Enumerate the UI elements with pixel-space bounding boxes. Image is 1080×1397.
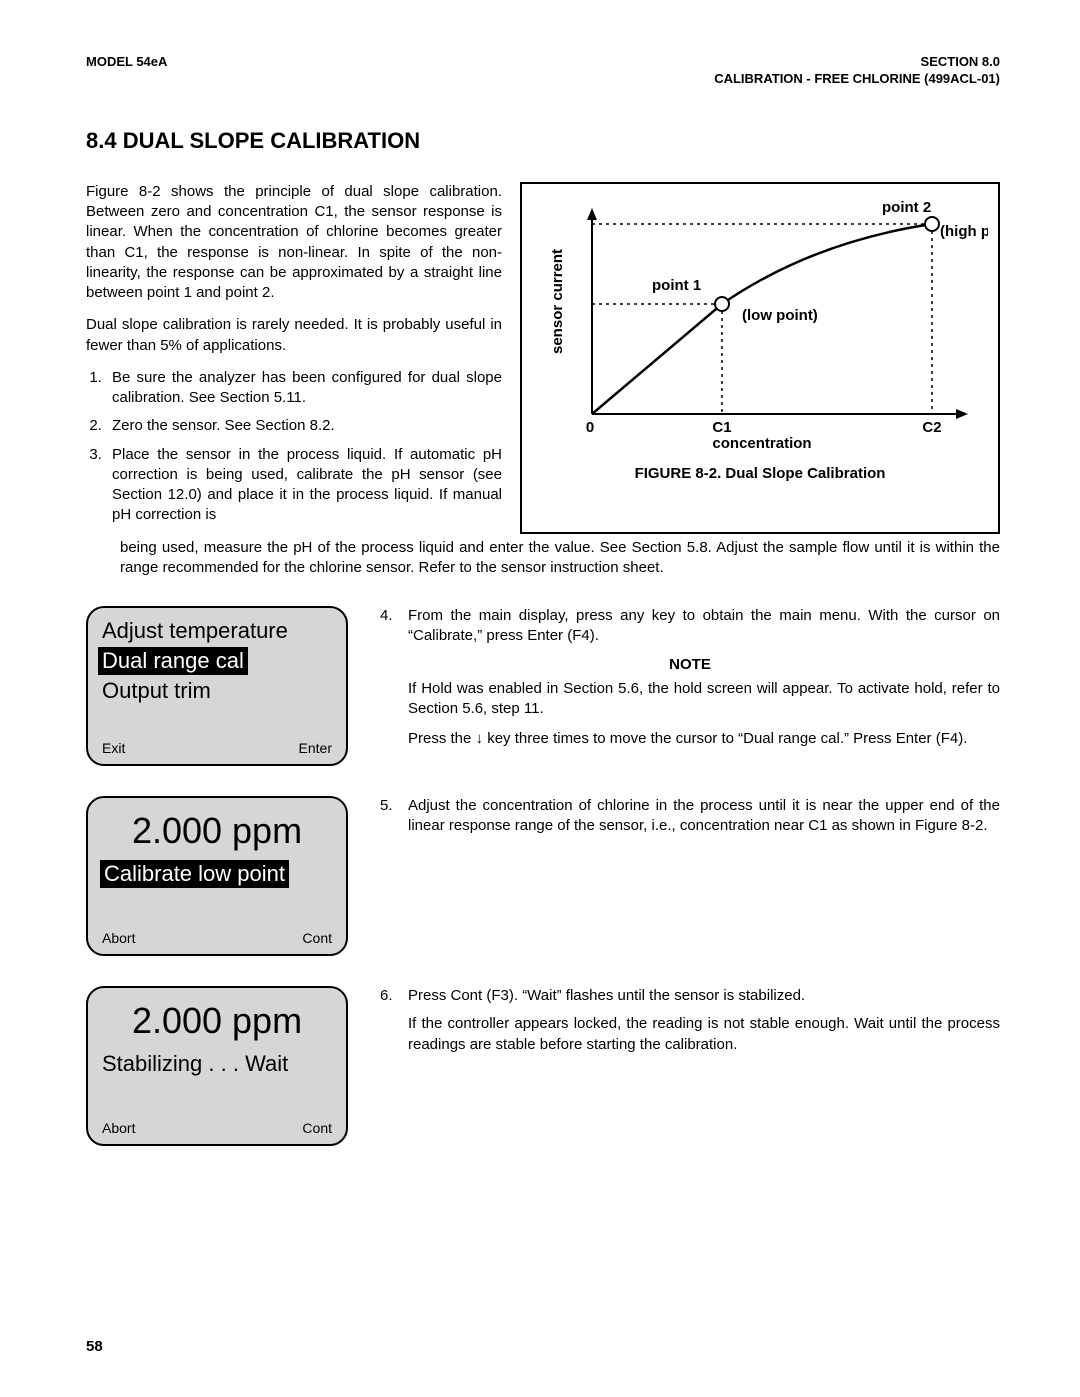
figure-caption: FIGURE 8-2. Dual Slope Calibration	[532, 465, 988, 482]
intro-text: Figure 8-2 shows the principle of dual s…	[86, 182, 502, 534]
svg-text:C1: C1	[712, 419, 731, 436]
svg-text:sensor current: sensor current	[549, 249, 566, 354]
header-right: SECTION 8.0 CALIBRATION - FREE CHLORINE …	[714, 54, 1000, 88]
section-title: 8.4 DUAL SLOPE CALIBRATION	[86, 128, 1000, 154]
step-3: Place the sensor in the process liquid. …	[106, 445, 502, 526]
step-2: Zero the sensor. See Section 8.2.	[106, 416, 502, 436]
svg-text:0: 0	[586, 419, 594, 436]
lcd-screen-stabilizing: 2.000 ppm Stabilizing . . . Wait Abort C…	[86, 986, 348, 1146]
step-6-text: 6.Press Cont (F3). “Wait” flashes until …	[380, 986, 1000, 1065]
lcd-cont-button[interactable]: Cont	[302, 930, 332, 946]
dual-slope-chart: sensor current concentration 0 C1 C2 poi…	[532, 194, 988, 454]
svg-text:C2: C2	[922, 419, 941, 436]
lcd-cont-button[interactable]: Cont	[302, 1120, 332, 1136]
lcd-exit-button[interactable]: Exit	[102, 740, 125, 756]
svg-text:(low point): (low point)	[742, 307, 818, 324]
svg-text:(high point): (high point)	[940, 223, 988, 240]
step-3-continued: being used, measure the pH of the proces…	[86, 538, 1000, 579]
figure-8-2: sensor current concentration 0 C1 C2 poi…	[520, 182, 1000, 534]
step-4-text: 4.From the main display, press any key t…	[380, 606, 1000, 760]
lcd-screen-low-point: 2.000 ppm Calibrate low point Abort Cont	[86, 796, 348, 956]
svg-text:point 2: point 2	[882, 199, 931, 216]
step-1: Be sure the analyzer has been configured…	[106, 368, 502, 409]
lcd-abort-button[interactable]: Abort	[102, 1120, 135, 1136]
lcd-enter-button[interactable]: Enter	[299, 740, 332, 756]
page-header: MODEL 54eA SECTION 8.0 CALIBRATION - FRE…	[86, 54, 1000, 88]
svg-text:concentration: concentration	[712, 435, 811, 452]
lcd-screen-menu: Adjust temperature Dual range cal Output…	[86, 606, 348, 766]
header-left: MODEL 54eA	[86, 54, 167, 88]
step-5-text: 5.Adjust the concentration of chlorine i…	[380, 796, 1000, 845]
lcd-selected: Dual range cal	[98, 647, 248, 675]
lcd-abort-button[interactable]: Abort	[102, 930, 135, 946]
page-number: 58	[86, 1338, 103, 1355]
svg-text:point 1: point 1	[652, 277, 701, 294]
